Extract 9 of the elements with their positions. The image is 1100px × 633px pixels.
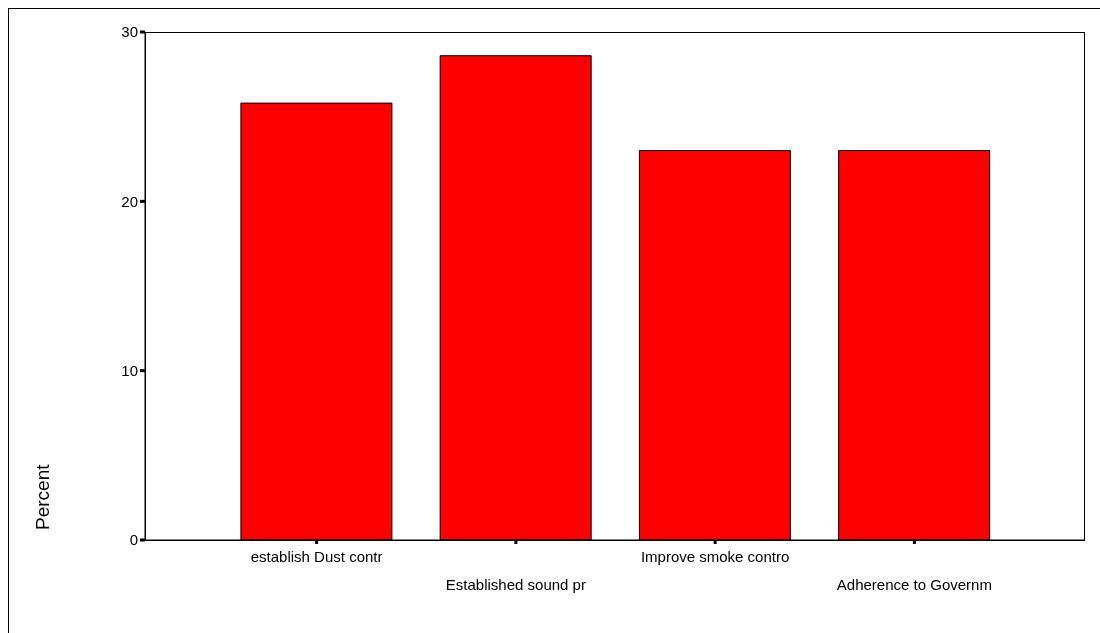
x-tick-label: Adherence to Governm	[836, 576, 992, 593]
x-tick-label: Established sound pr	[445, 576, 586, 593]
y-tick-label: 20	[121, 192, 138, 210]
y-tick-label: 30	[121, 23, 138, 41]
y-tick-label: 0	[129, 531, 138, 549]
y-tick-label: 10	[121, 361, 138, 379]
y-axis-title: Percent	[32, 463, 53, 530]
x-tick-label: Improve smoke contro	[640, 548, 790, 565]
x-tick-label: establish Dust contr	[250, 548, 383, 565]
